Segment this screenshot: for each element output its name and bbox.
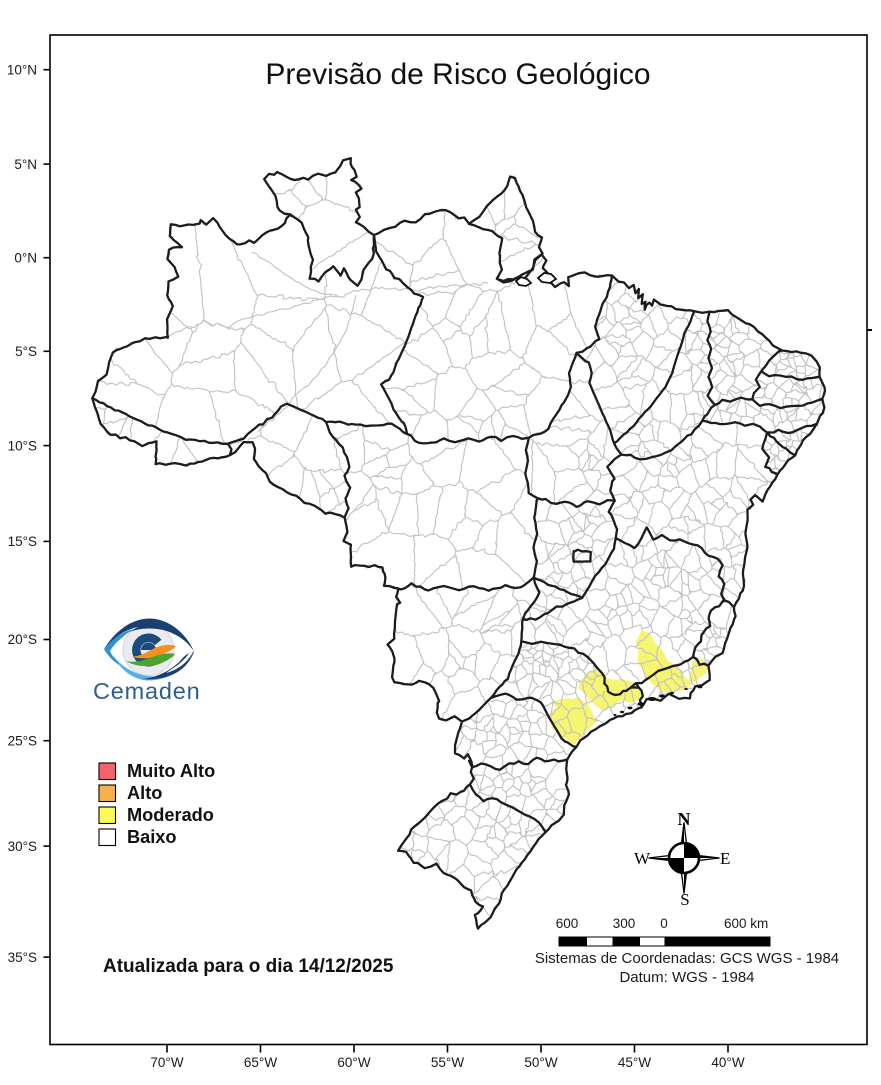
svg-text:Cemaden: Cemaden <box>93 678 201 704</box>
svg-text:600 km: 600 km <box>724 916 768 931</box>
svg-text:40°W: 40°W <box>711 1055 744 1070</box>
svg-text:Muito Alto: Muito Alto <box>127 761 215 781</box>
svg-text:35°S: 35°S <box>8 950 37 965</box>
svg-text:0°N: 0°N <box>14 250 37 265</box>
svg-text:W: W <box>634 849 651 868</box>
svg-text:Datum: WGS - 1984: Datum: WGS - 1984 <box>619 969 754 986</box>
svg-text:30°S: 30°S <box>8 839 37 854</box>
svg-text:50°W: 50°W <box>524 1055 557 1070</box>
svg-text:55°W: 55°W <box>431 1055 464 1070</box>
svg-text:10°N: 10°N <box>7 62 37 77</box>
svg-text:15°S: 15°S <box>8 534 37 549</box>
svg-text:70°W: 70°W <box>150 1055 183 1070</box>
svg-text:10°S: 10°S <box>8 438 37 453</box>
svg-text:0: 0 <box>660 916 668 931</box>
svg-text:25°S: 25°S <box>8 733 37 748</box>
svg-text:600: 600 <box>556 916 579 931</box>
svg-text:N: N <box>678 809 691 829</box>
svg-text:Previsão de Risco Geológico: Previsão de Risco Geológico <box>265 58 650 91</box>
svg-text:45°W: 45°W <box>618 1055 651 1070</box>
svg-text:Sistemas de Coordenadas: GCS W: Sistemas de Coordenadas: GCS WGS - 1984 <box>535 950 839 967</box>
svg-text:Atualizada para o dia 14/12/20: Atualizada para o dia 14/12/2025 <box>103 956 394 977</box>
svg-text:5°N: 5°N <box>14 157 37 172</box>
svg-text:5°S: 5°S <box>15 344 37 359</box>
svg-text:20°S: 20°S <box>8 632 37 647</box>
svg-text:65°W: 65°W <box>244 1055 277 1070</box>
svg-text:S: S <box>680 890 689 909</box>
svg-text:60°W: 60°W <box>337 1055 370 1070</box>
svg-text:E: E <box>720 849 730 868</box>
svg-text:300: 300 <box>613 916 636 931</box>
svg-text:Baixo: Baixo <box>127 827 177 847</box>
svg-text:Moderado: Moderado <box>127 805 214 825</box>
svg-text:Alto: Alto <box>127 783 162 803</box>
